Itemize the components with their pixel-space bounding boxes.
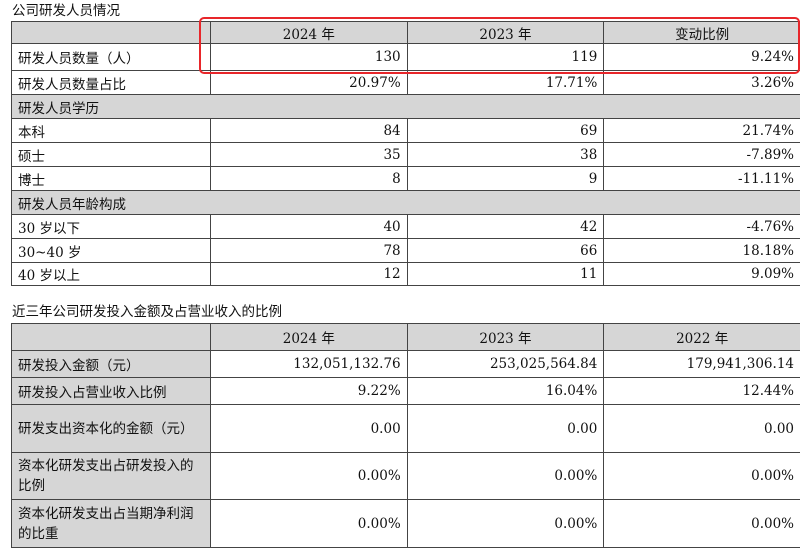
value-cell: 0.00% [406, 452, 605, 500]
value-cell: 42 [406, 214, 605, 239]
value-cell: 0.00% [210, 499, 408, 548]
value-cell: 11 [406, 262, 605, 286]
value-cell: 21.74% [603, 118, 800, 143]
header-cell: 2024 年 [210, 323, 408, 351]
value-cell: 16.04% [406, 377, 605, 405]
table-header-row: 2024 年 2023 年 变动比例 [11, 21, 800, 44]
row-label: 博士 [11, 166, 211, 191]
value-cell: 9 [406, 166, 605, 191]
value-cell: 17.71% [406, 70, 605, 95]
value-cell: 132,051,132.76 [210, 350, 408, 378]
table-row: 研发人员数量（人） 130 119 9.24% [11, 43, 800, 71]
row-label: 研发人员数量占比 [11, 70, 211, 95]
header-cell [11, 21, 211, 44]
row-label: 硕士 [11, 142, 211, 167]
row-label: 本科 [11, 118, 211, 143]
value-cell: 40 [210, 214, 408, 239]
row-label: 资本化研发支出占研发投入的比例 [11, 452, 211, 500]
value-cell: 8 [210, 166, 408, 191]
value-cell: 38 [406, 142, 605, 167]
value-cell: 130 [210, 43, 408, 71]
value-cell: 18.18% [603, 238, 800, 263]
table-row: 硕士 35 38 -7.89% [11, 142, 800, 167]
section-label: 研发人员学历 [11, 94, 800, 119]
value-cell: 35 [210, 142, 408, 167]
value-cell: -7.89% [603, 142, 800, 167]
value-cell: 119 [406, 43, 605, 71]
value-cell: 66 [406, 238, 605, 263]
table1-caption: 公司研发人员情况 [12, 3, 120, 19]
header-cell: 2024 年 [210, 21, 408, 44]
value-cell: 69 [406, 118, 605, 143]
table-row: 研发支出资本化的金额（元） 0.00 0.00 0.00 [11, 404, 800, 453]
value-cell: 9.22% [210, 377, 408, 405]
row-label: 资本化研发支出占当期净利润的比重 [11, 499, 211, 548]
value-cell: 0.00 [603, 404, 800, 453]
section-label: 研发人员年龄构成 [11, 190, 800, 215]
header-cell [11, 323, 211, 351]
table-header-row: 2024 年 2023 年 2022 年 [11, 323, 800, 351]
row-label: 研发投入金额（元） [11, 350, 211, 378]
value-cell: 12 [210, 262, 408, 286]
value-cell: 20.97% [210, 70, 408, 95]
row-label: 40 岁以上 [11, 262, 211, 286]
header-cell: 2023 年 [406, 21, 605, 44]
value-cell: -11.11% [603, 166, 800, 191]
table-row: 资本化研发支出占当期净利润的比重 0.00% 0.00% 0.00% [11, 499, 800, 548]
table-row: 30~40 岁 78 66 18.18% [11, 238, 800, 263]
value-cell: 0.00% [603, 499, 800, 548]
table-row: 本科 84 69 21.74% [11, 118, 800, 143]
table-row: 40 岁以上 12 11 9.09% [11, 262, 800, 286]
section-row: 研发人员学历 [11, 94, 800, 119]
value-cell: 3.26% [603, 70, 800, 95]
value-cell: 0.00 [210, 404, 408, 453]
header-cell: 变动比例 [603, 21, 800, 44]
row-label: 研发投入占营业收入比例 [11, 377, 211, 405]
header-cell: 2023 年 [406, 323, 605, 351]
value-cell: -4.76% [603, 214, 800, 239]
value-cell: 78 [210, 238, 408, 263]
section-row: 研发人员年龄构成 [11, 190, 800, 215]
value-cell: 9.24% [603, 43, 800, 71]
table-row: 30 岁以下 40 42 -4.76% [11, 214, 800, 239]
table-row: 研发投入占营业收入比例 9.22% 16.04% 12.44% [11, 377, 800, 405]
table-row: 资本化研发支出占研发投入的比例 0.00% 0.00% 0.00% [11, 452, 800, 500]
rd-personnel-table: 2024 年 2023 年 变动比例 研发人员数量（人） 130 119 9.2… [11, 21, 800, 286]
value-cell: 253,025,564.84 [406, 350, 605, 378]
table2-caption: 近三年公司研发投入金额及占营业收入的比例 [12, 304, 282, 320]
value-cell: 0.00% [210, 452, 408, 500]
row-label: 研发支出资本化的金额（元） [11, 404, 211, 453]
value-cell: 84 [210, 118, 408, 143]
row-label: 研发人员数量（人） [11, 43, 211, 71]
row-label: 30~40 岁 [11, 238, 211, 263]
table-row: 研发投入金额（元） 132,051,132.76 253,025,564.84 … [11, 350, 800, 378]
value-cell: 0.00% [603, 452, 800, 500]
rd-investment-table: 2024 年 2023 年 2022 年 研发投入金额（元） 132,051,1… [11, 323, 800, 548]
value-cell: 0.00 [406, 404, 605, 453]
value-cell: 0.00% [406, 499, 605, 548]
header-cell: 2022 年 [603, 323, 800, 351]
table-row: 博士 8 9 -11.11% [11, 166, 800, 191]
row-label: 30 岁以下 [11, 214, 211, 239]
table-row: 研发人员数量占比 20.97% 17.71% 3.26% [11, 70, 800, 95]
value-cell: 9.09% [603, 262, 800, 286]
value-cell: 12.44% [603, 377, 800, 405]
value-cell: 179,941,306.14 [603, 350, 800, 378]
